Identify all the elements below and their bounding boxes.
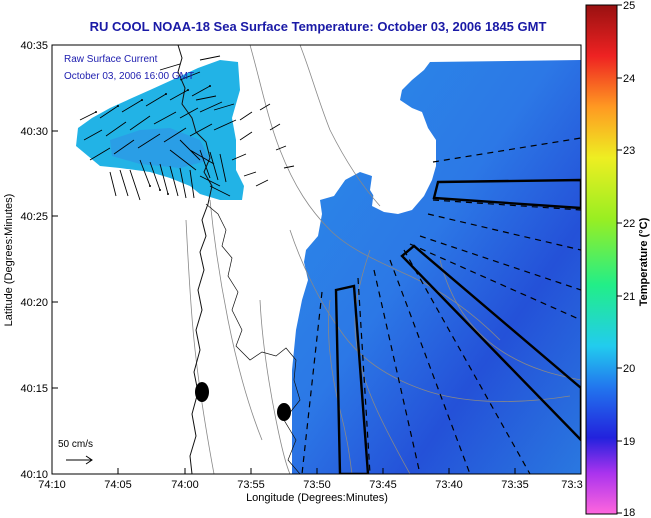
cloud-gap — [322, 124, 424, 212]
colorbar-label: 23 — [623, 145, 635, 157]
y-axis-label: Latitude (Degrees:Minutes) — [3, 194, 15, 327]
x-tick-label: 74:05 — [104, 479, 132, 491]
y-tick-label: 40:15 — [20, 383, 48, 395]
map-title: RU COOL NOAA-18 Sea Surface Temperature:… — [90, 19, 547, 34]
colorbar-label: 20 — [623, 363, 635, 375]
colorbar-title: Temperature (°C) — [638, 217, 650, 306]
current-vector-heads — [95, 85, 211, 195]
x-tick-label: 73:45 — [369, 479, 397, 491]
sst-patch-core — [110, 128, 210, 168]
scale-arrow — [66, 455, 93, 465]
x-tick-label: 73:3 — [561, 479, 582, 491]
colorbar-ticks — [617, 4, 622, 514]
plot-area — [52, 45, 581, 474]
x-tick-label: 74:10 — [38, 479, 66, 491]
y-tick-label: 40:20 — [20, 297, 48, 309]
nearshore-blob-south — [277, 403, 291, 421]
colorbar-label: 18 — [623, 507, 635, 518]
survey-boxes — [334, 178, 581, 474]
current-overlay-line2: October 03, 2006 16:00 GMT — [64, 71, 194, 82]
current-overlay-line1: Raw Surface Current — [64, 54, 158, 65]
y-tick-label: 40:25 — [20, 211, 48, 223]
y-tick-label: 40:30 — [20, 126, 48, 138]
colorbar-label: 19 — [623, 436, 635, 448]
y-tick-label: 40:35 — [20, 40, 48, 52]
x-tick-label: 73:50 — [303, 479, 331, 491]
colorbar-labels: 25 24 23 22 21 20 19 18 — [623, 0, 635, 518]
x-tick-label: 73:40 — [435, 479, 463, 491]
x-tick-label: 74:00 — [171, 479, 199, 491]
survey-dashed-lines — [301, 137, 581, 474]
scale-label: 50 cm/s — [58, 439, 93, 450]
x-axis-label: Longitude (Degrees:Minutes) — [246, 492, 388, 504]
colorbar-label: 24 — [623, 73, 635, 85]
colorbar-label: 25 — [623, 0, 635, 12]
bathymetry-contours — [185, 45, 581, 474]
x-tick-label: 73:35 — [501, 479, 529, 491]
x-tick-label: 73:55 — [237, 479, 265, 491]
axis-ticks — [51, 44, 516, 475]
colorbar-label: 22 — [623, 218, 635, 230]
y-tick-label: 40:10 — [20, 469, 48, 481]
colorbar-label: 21 — [623, 291, 635, 303]
x-tick-labels: 74:10 74:05 74:00 73:55 73:50 73:45 73:4… — [38, 479, 582, 491]
nearshore-blob-north — [195, 382, 209, 402]
y-tick-labels: 40:35 40:30 40:25 40:20 40:15 40:10 — [20, 40, 48, 481]
colorbar — [585, 4, 618, 515]
surface-current-vectors — [79, 55, 295, 201]
